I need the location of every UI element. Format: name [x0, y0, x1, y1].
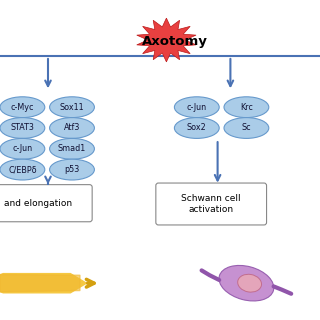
- Text: c-Myc: c-Myc: [11, 103, 34, 112]
- Text: Sox11: Sox11: [60, 103, 84, 112]
- Polygon shape: [0, 275, 80, 292]
- Text: p53: p53: [64, 165, 80, 174]
- Ellipse shape: [174, 97, 219, 118]
- Ellipse shape: [219, 265, 274, 301]
- Text: C/EBPδ: C/EBPδ: [8, 165, 37, 174]
- Ellipse shape: [0, 138, 45, 159]
- FancyBboxPatch shape: [156, 183, 267, 225]
- Text: Krc: Krc: [240, 103, 253, 112]
- Ellipse shape: [50, 138, 94, 159]
- Ellipse shape: [0, 117, 45, 138]
- Text: STAT3: STAT3: [11, 124, 34, 132]
- Text: c-Jun: c-Jun: [187, 103, 207, 112]
- Ellipse shape: [50, 97, 94, 118]
- Ellipse shape: [238, 274, 261, 292]
- Text: Smad1: Smad1: [58, 144, 86, 153]
- Text: Axotomy: Axotomy: [141, 35, 207, 48]
- Text: Atf3: Atf3: [64, 124, 80, 132]
- Ellipse shape: [50, 117, 94, 138]
- Text: Sc: Sc: [242, 124, 251, 132]
- Ellipse shape: [174, 117, 219, 138]
- Text: and elongation: and elongation: [4, 199, 72, 208]
- Text: c-Jun: c-Jun: [12, 144, 32, 153]
- Ellipse shape: [50, 159, 94, 180]
- Ellipse shape: [224, 97, 269, 118]
- Polygon shape: [0, 274, 86, 293]
- Text: Sox2: Sox2: [187, 124, 207, 132]
- Ellipse shape: [224, 117, 269, 138]
- Polygon shape: [137, 18, 196, 62]
- Ellipse shape: [0, 159, 45, 180]
- FancyBboxPatch shape: [0, 185, 92, 222]
- Ellipse shape: [0, 97, 45, 118]
- Text: Schwann cell
activation: Schwann cell activation: [181, 194, 241, 214]
